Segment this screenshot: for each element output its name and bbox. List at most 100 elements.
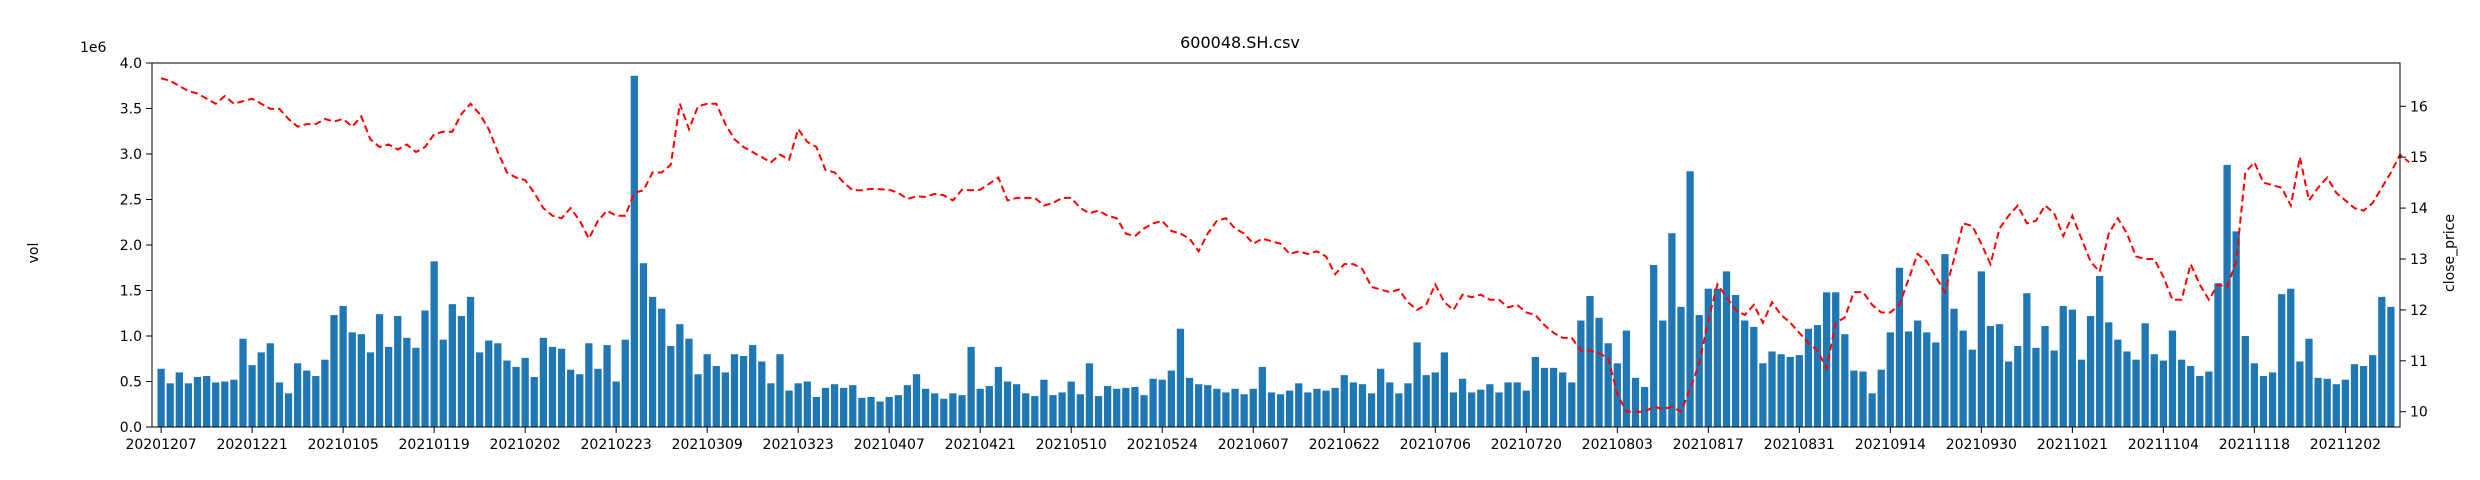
volume-bar	[1240, 394, 1248, 427]
volume-bar	[2250, 363, 2259, 427]
volume-bar	[785, 390, 793, 427]
volume-bar	[1267, 392, 1276, 427]
volume-bars	[157, 75, 2395, 428]
volume-bar	[2068, 309, 2076, 427]
volume-bar	[403, 337, 411, 427]
volume-bar	[867, 396, 875, 427]
volume-bar	[1622, 330, 1631, 427]
x-tick-label: 20210607	[1218, 437, 1289, 453]
volume-bar	[994, 366, 1003, 427]
volume-bar	[266, 343, 274, 427]
volume-bar	[2114, 339, 2122, 427]
volume-bar	[1486, 384, 1494, 427]
volume-bar	[539, 337, 547, 427]
volume-bar	[1103, 386, 1112, 427]
volume-bar	[1595, 317, 1603, 427]
volume-bar	[1786, 356, 1794, 427]
volume-bar	[548, 346, 557, 427]
y-right-tick-label: 10	[2410, 405, 2428, 421]
volume-bar	[1340, 375, 1348, 427]
volume-bar	[1695, 315, 1703, 427]
volume-bar	[1040, 379, 1048, 427]
volume-bar	[1868, 393, 1876, 427]
volume-bar	[1513, 382, 1521, 427]
volume-bar	[1832, 292, 1840, 427]
volume-bar	[1012, 384, 1021, 427]
volume-bar	[1413, 342, 1421, 427]
volume-bar	[2023, 293, 2031, 427]
volume-bar	[2141, 323, 2149, 427]
x-tick-label: 20211202	[2310, 437, 2381, 453]
y-left-multiplier: 1e6	[80, 40, 107, 56]
x-tick-label: 20210706	[1400, 437, 1471, 453]
volume-bar	[275, 382, 284, 427]
volume-bar	[1631, 377, 1640, 427]
volume-bar	[1477, 389, 1485, 427]
volume-bar	[485, 340, 493, 427]
volume-bar	[2268, 372, 2277, 427]
volume-bar	[2187, 366, 2195, 427]
volume-bar	[1604, 343, 1612, 427]
volume-bar	[394, 315, 402, 427]
volume-bar	[1286, 390, 1294, 427]
volume-bar	[1850, 370, 1858, 427]
close-price-series	[160, 77, 2410, 414]
volume-bar	[2241, 336, 2249, 427]
x-tick-label: 20211021	[2037, 437, 2108, 453]
x-tick-label: 20210323	[763, 437, 834, 453]
volume-bar	[1185, 377, 1194, 427]
volume-bar	[1322, 390, 1330, 427]
volume-bar	[1959, 330, 1967, 427]
volume-bar	[1067, 381, 1075, 427]
volume-bar	[248, 365, 256, 427]
volume-bar	[1877, 369, 1885, 427]
volume-bar	[1140, 395, 1148, 427]
volume-bar	[1276, 394, 1285, 427]
volume-bar	[1131, 386, 1139, 427]
axes: 0.0 0.5 1.0 1.5 2.0 2.5 3.0 3.5 4.0 10 11 12 13 14 15 1…	[120, 56, 2428, 453]
volume-bar	[1313, 388, 1321, 427]
volume-bar	[676, 324, 684, 427]
volume-bar	[1167, 370, 1175, 427]
volume-bar	[1158, 379, 1166, 427]
volume-bar	[576, 374, 584, 427]
volume-bar	[730, 354, 739, 427]
volume-bar	[512, 366, 520, 427]
volume-bar	[1549, 367, 1558, 427]
volume-bar	[293, 363, 302, 427]
volume-bar	[667, 346, 675, 427]
volume-bar	[1386, 382, 1394, 427]
volume-bar	[739, 356, 748, 427]
volume-bar	[958, 395, 966, 427]
volume-bar	[1449, 392, 1458, 427]
volume-bar	[1076, 394, 1084, 427]
x-tick-label: 20201221	[216, 437, 287, 453]
volume-bar	[1559, 372, 1567, 427]
volume-bar	[1331, 387, 1339, 427]
volume-bar	[1195, 384, 1203, 427]
volume-bar	[1722, 271, 1731, 427]
volume-bar	[1358, 384, 1367, 427]
volume-bar	[2278, 294, 2286, 427]
volume-bar	[1458, 378, 1467, 427]
volume-bar	[494, 343, 502, 427]
volume-bar	[202, 376, 211, 427]
volume-bar	[749, 345, 757, 427]
volume-bar	[257, 352, 265, 427]
volume-bar	[931, 393, 939, 427]
volume-bar	[1768, 351, 1776, 427]
volume-bar	[2177, 359, 2186, 427]
volume-bar	[776, 354, 784, 427]
x-tick-label: 20210223	[581, 437, 652, 453]
volume-bar	[1650, 265, 1658, 427]
volume-bar	[858, 397, 866, 427]
volume-bar	[2259, 376, 2268, 427]
volume-bar	[430, 261, 438, 427]
volume-bar	[940, 398, 948, 427]
volume-bar	[1904, 331, 1913, 427]
y-right-tick-label: 16	[2410, 99, 2428, 115]
volume-bar	[2205, 371, 2213, 427]
volume-bar	[1795, 355, 1803, 427]
volume-bar	[303, 370, 311, 427]
volume-bar	[557, 348, 566, 427]
